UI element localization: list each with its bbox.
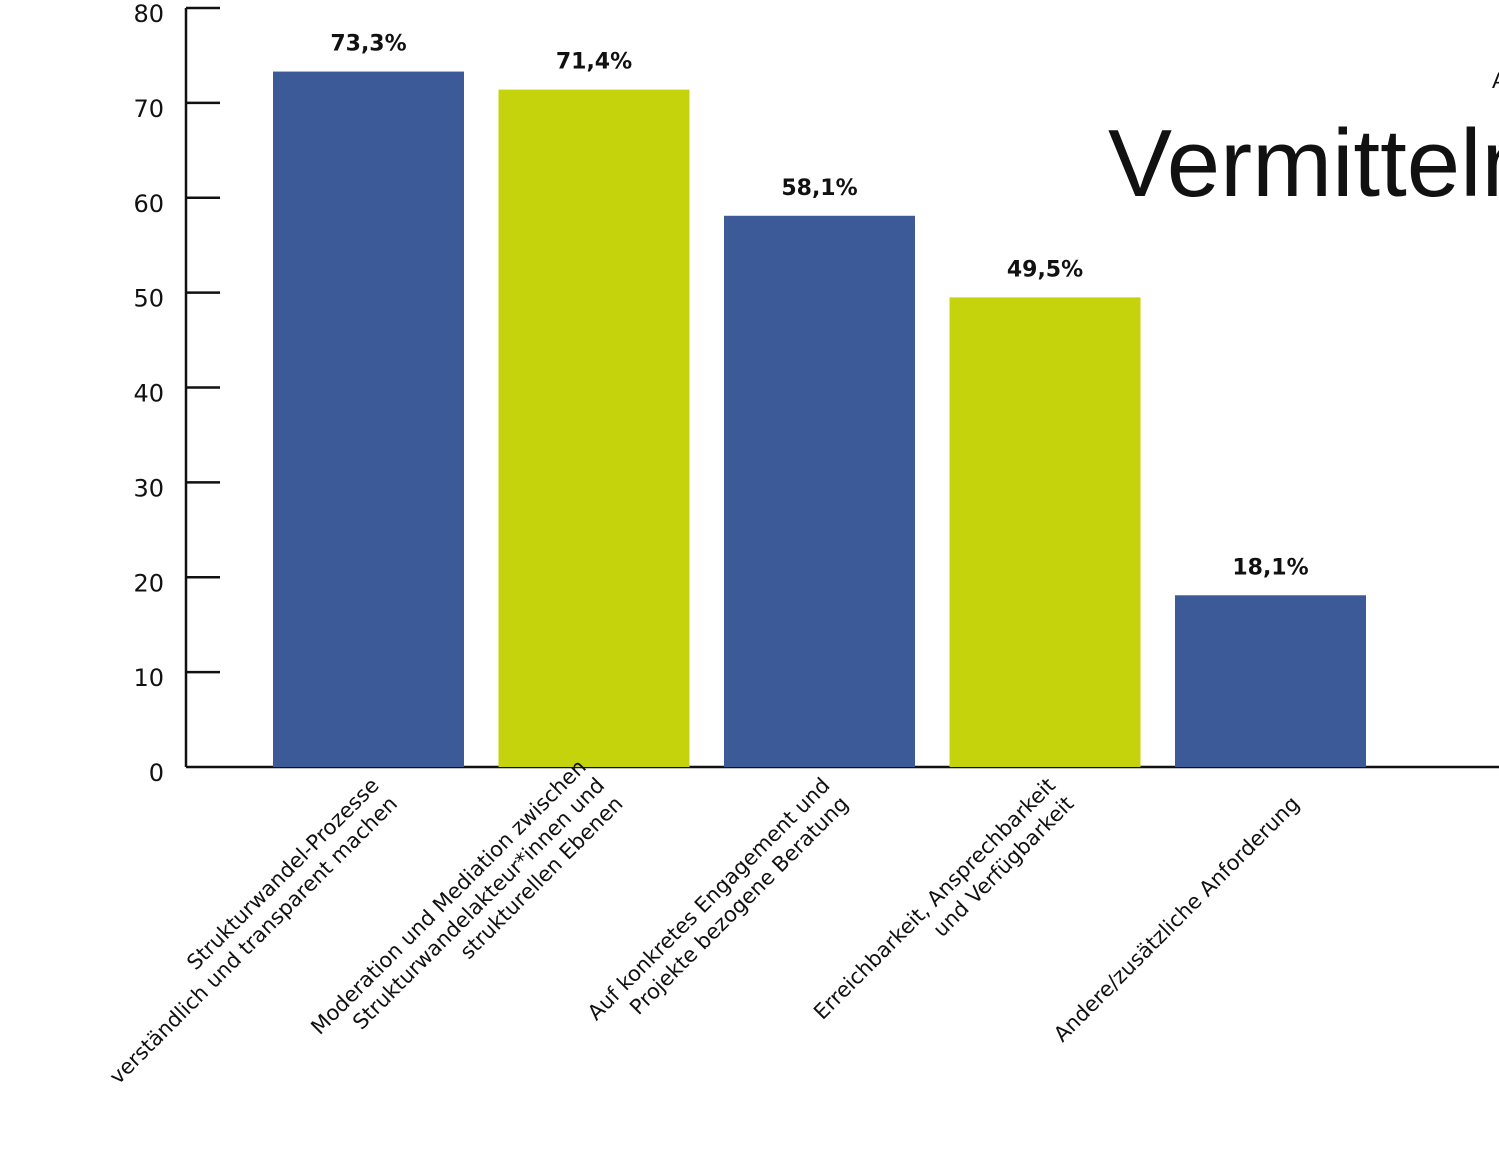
bars	[273, 71, 1366, 767]
y-tick-label: 10	[133, 664, 164, 692]
x-tick-label-line: Strukturwandel-Prozesse	[182, 773, 383, 974]
y-tick-label: 40	[133, 380, 164, 408]
data-label: 73,3%	[330, 32, 406, 57]
data-label: 58,1%	[781, 176, 857, 201]
chart-title-text: Vermitteln	[1108, 110, 1499, 217]
y-tick-label: 60	[133, 190, 164, 218]
bar	[724, 215, 915, 767]
y-tick-label: 80	[133, 0, 164, 28]
y-tick-label: 30	[133, 474, 164, 502]
y-tick-label: 0	[149, 759, 164, 787]
data-label: 18,1%	[1232, 555, 1308, 580]
bar	[498, 89, 690, 767]
chart-title: Vermitteln A	[1108, 68, 1499, 217]
x-tick-label-line: Andere/zusätzliche Anforderung	[1049, 792, 1304, 1047]
x-tick-label-line: verständlich und transparent machen	[105, 792, 402, 1089]
y-tick-label: 50	[133, 285, 164, 313]
x-tick-label: Andere/zusätzliche Anforderung	[1049, 792, 1304, 1047]
chart-title-fragment: A	[1492, 68, 1499, 93]
y-tick-label: 20	[133, 569, 164, 597]
x-tick-label-line: Projekte bezogene Beratung	[625, 792, 853, 1020]
value-labels: 73,3% 71,4% 58,1% 49,5% 18,1%	[330, 32, 1308, 581]
bar	[273, 71, 464, 767]
y-tick-label: 70	[133, 95, 164, 123]
bar	[949, 297, 1141, 767]
data-label: 49,5%	[1007, 257, 1083, 282]
data-label: 71,4%	[556, 50, 632, 75]
bar	[1175, 595, 1366, 767]
